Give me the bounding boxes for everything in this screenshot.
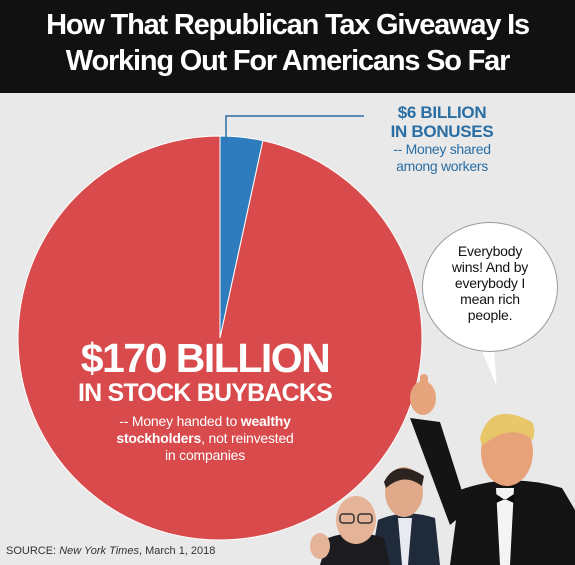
bubble-line-1: Everybody [457,243,523,259]
source-publication: New York Times [59,545,139,557]
title-line-1: How That Republican Tax Giveaway Is [46,9,530,41]
buyback-desc-stockholders: stockholders [116,430,202,446]
speech-bubble: Everybody wins! And by everybody I mean … [422,222,558,352]
figure-right-arm [410,418,468,525]
left-thumbs-up-hand [310,533,330,559]
bonus-callout: $6 BILLION IN BONUSES -- Money shared am… [372,103,512,175]
bubble-line-5: people. [467,307,513,323]
buyback-desc: -- Money handed to wealthy stockholders,… [40,413,370,464]
bonus-desc-1: -- Money shared [393,141,491,157]
buyback-label: $170 BILLION IN STOCK BUYBACKS -- Money … [40,336,370,464]
source-prefix: SOURCE: [6,545,60,557]
thumbs-up-hand [410,381,436,415]
title-line-2: Working Out For Americans So Far [65,45,511,77]
bonus-sub: IN BONUSES [390,122,494,141]
buyback-desc-rest: , not reinvested [201,430,294,446]
politicians-photo [310,374,575,565]
buyback-desc-prefix: -- Money handed to [119,413,241,429]
source-date: , March 1, 2018 [138,545,216,557]
title-banner: How That Republican Tax Giveaway Is Work… [0,0,575,93]
bonus-amount: $6 BILLION [397,103,487,122]
bonus-leader-line [225,115,364,142]
bubble-line-4: mean rich [460,291,520,307]
buyback-desc-bold: wealthy [240,413,291,429]
bubble-line-3: everybody I [454,275,526,291]
source-note: SOURCE: New York Times, March 1, 2018 [6,545,215,557]
buyback-sub: IN STOCK BUYBACKS [77,379,333,407]
figure-left-body [320,533,390,565]
bubble-line-2: wins! And by [451,259,529,275]
figure-right-body [450,480,575,565]
figure-left-head [336,496,376,544]
buyback-desc-line3: in companies [164,447,246,463]
bonus-desc-2: among workers [396,158,488,174]
buyback-amount: $170 BILLION [80,335,331,381]
pie-slice-buybacks [17,135,423,541]
